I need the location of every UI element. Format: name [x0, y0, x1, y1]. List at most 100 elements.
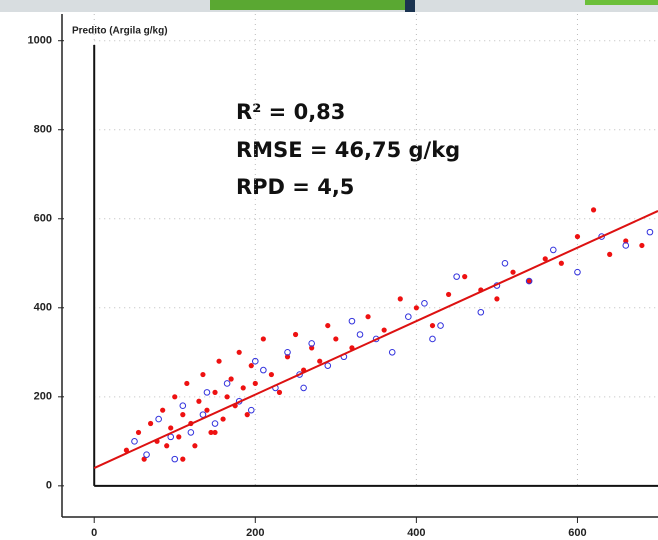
x-tick-label: 400 [407, 527, 425, 539]
point [494, 296, 500, 302]
point [333, 336, 339, 342]
point [445, 291, 452, 298]
point [216, 358, 222, 364]
point [574, 233, 581, 240]
point [123, 447, 130, 453]
x-tick-label: 0 [91, 527, 97, 539]
y-tick-label: 600 [34, 213, 52, 225]
point [155, 415, 162, 423]
point [437, 322, 444, 329]
point [135, 429, 142, 436]
annotation: R² = 0,83 [236, 100, 345, 124]
point [184, 380, 190, 387]
point [196, 398, 202, 404]
point [260, 366, 267, 374]
point [317, 358, 323, 364]
point [510, 269, 516, 275]
point [308, 340, 315, 347]
point [501, 259, 509, 267]
point [607, 251, 613, 257]
point [131, 438, 138, 445]
point [200, 371, 206, 378]
point [639, 242, 645, 249]
point [268, 371, 275, 378]
point [220, 416, 226, 422]
point [172, 394, 178, 400]
point [160, 407, 166, 413]
point [228, 376, 234, 382]
point [356, 331, 364, 338]
point [187, 429, 195, 436]
point [143, 451, 150, 458]
point [453, 273, 460, 280]
point [477, 308, 485, 316]
point [204, 407, 210, 413]
point [236, 349, 242, 355]
point [525, 277, 533, 285]
banner-green-2 [585, 0, 658, 5]
plot-area [62, 14, 658, 518]
point [348, 317, 356, 325]
point [421, 300, 428, 307]
point [646, 228, 654, 236]
point [388, 349, 396, 356]
point [598, 233, 605, 240]
point [244, 412, 250, 418]
point [141, 456, 147, 462]
point [365, 314, 371, 320]
point [405, 313, 412, 320]
point [212, 389, 218, 395]
point [300, 384, 307, 392]
point [251, 357, 259, 365]
point [623, 238, 629, 244]
point [558, 260, 564, 266]
point [309, 345, 315, 351]
point [284, 349, 291, 356]
point [240, 385, 246, 391]
y-tick-label: 1000 [28, 35, 52, 47]
point [276, 389, 283, 395]
point [292, 331, 299, 338]
point [176, 434, 182, 440]
point [549, 246, 557, 254]
point [429, 322, 436, 329]
point [462, 274, 468, 280]
point [248, 363, 254, 369]
point [179, 402, 187, 410]
point [260, 336, 266, 342]
point [429, 335, 436, 343]
point [526, 278, 532, 284]
annotation: RMSE = 46,75 g/kg [236, 138, 460, 162]
point [590, 207, 597, 213]
point [168, 425, 174, 431]
y-tick-label: 800 [34, 124, 52, 136]
point [252, 380, 258, 387]
point [413, 305, 419, 311]
point [180, 456, 186, 462]
x-tick-label: 600 [568, 527, 586, 539]
y-tick-label: 400 [34, 302, 52, 314]
point [284, 354, 291, 360]
y-axis-label: Predito (Argila g/kg) [72, 26, 168, 37]
point [247, 406, 255, 414]
point [224, 394, 230, 400]
y-tick-label: 0 [46, 480, 52, 492]
point [296, 371, 303, 378]
banner-green [210, 0, 405, 10]
point [381, 327, 387, 333]
point [325, 322, 331, 329]
banner-dark [405, 0, 415, 12]
point [180, 412, 186, 418]
point [622, 242, 630, 249]
point [211, 420, 219, 427]
point [542, 256, 548, 262]
point [208, 429, 214, 436]
point [203, 389, 211, 396]
annotation: RPD = 4,5 [236, 175, 354, 199]
point [192, 443, 198, 449]
point [147, 420, 154, 427]
point [171, 455, 179, 463]
point [574, 268, 581, 276]
point [212, 429, 218, 436]
